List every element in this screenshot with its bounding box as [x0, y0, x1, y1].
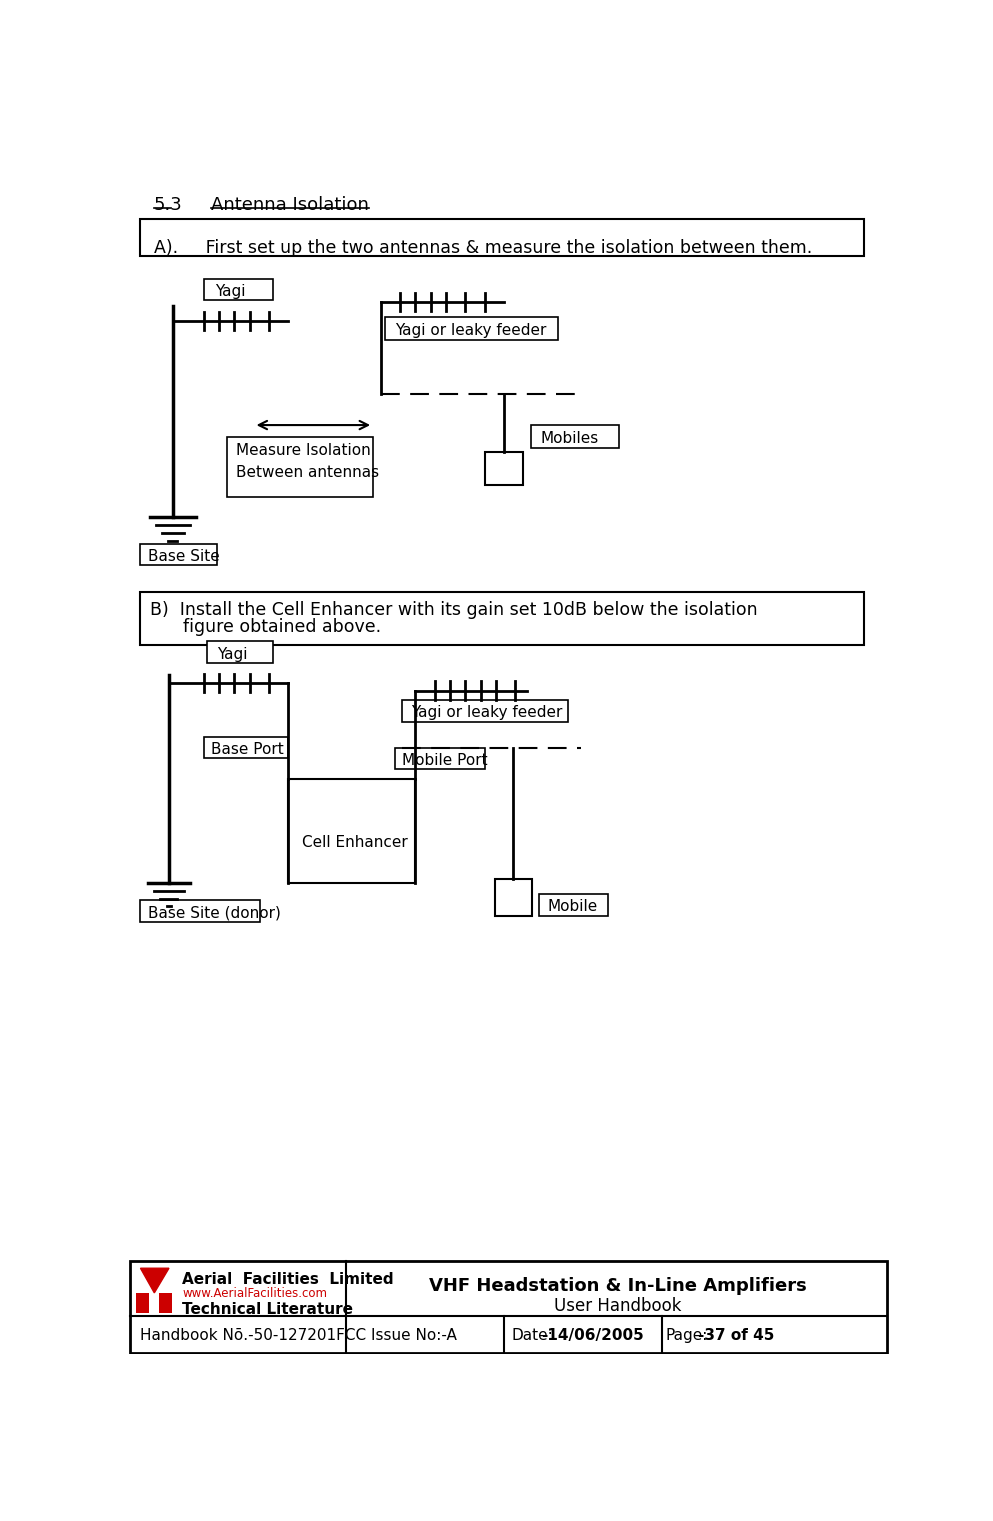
Text: Yagi: Yagi: [217, 646, 248, 662]
FancyBboxPatch shape: [226, 437, 373, 497]
Text: Measure Isolation
Between antennas: Measure Isolation Between antennas: [236, 443, 379, 481]
FancyBboxPatch shape: [531, 424, 620, 449]
Text: Cell Enhancer: Cell Enhancer: [302, 835, 408, 850]
Text: Aerial  Facilities  Limited: Aerial Facilities Limited: [182, 1272, 393, 1287]
FancyBboxPatch shape: [204, 736, 288, 759]
Text: -14/06/2005: -14/06/2005: [541, 1328, 643, 1343]
Text: Mobiles: Mobiles: [541, 432, 599, 446]
Text: -37 of 45: -37 of 45: [698, 1328, 775, 1343]
Text: www.AerialFacilities.com: www.AerialFacilities.com: [182, 1287, 327, 1300]
Text: Handbook Nō.-50-127201FCC: Handbook Nō.-50-127201FCC: [140, 1328, 366, 1343]
FancyBboxPatch shape: [136, 1293, 149, 1313]
FancyBboxPatch shape: [485, 452, 523, 485]
FancyBboxPatch shape: [130, 1261, 888, 1352]
Text: B)  Install the Cell Enhancer with its gain set 10dB below the isolation: B) Install the Cell Enhancer with its ga…: [150, 601, 758, 619]
FancyBboxPatch shape: [208, 642, 273, 663]
Text: A).     First set up the two antennas & measure the isolation between them.: A). First set up the two antennas & meas…: [154, 239, 812, 257]
Text: Date:: Date:: [511, 1328, 553, 1343]
FancyBboxPatch shape: [204, 278, 273, 300]
FancyBboxPatch shape: [384, 318, 558, 341]
Polygon shape: [140, 1269, 169, 1293]
Text: Antenna Isolation: Antenna Isolation: [212, 196, 369, 214]
FancyBboxPatch shape: [140, 900, 260, 922]
FancyBboxPatch shape: [394, 748, 486, 770]
Text: 5.3: 5.3: [154, 196, 183, 214]
Text: Base Site (donor): Base Site (donor): [148, 905, 281, 920]
FancyBboxPatch shape: [288, 779, 415, 884]
Text: Technical Literature: Technical Literature: [182, 1302, 354, 1317]
Text: Base Site: Base Site: [148, 549, 219, 564]
FancyBboxPatch shape: [402, 700, 568, 721]
FancyBboxPatch shape: [159, 1293, 172, 1313]
FancyBboxPatch shape: [140, 592, 864, 645]
Text: VHF Headstation & In-Line Amplifiers: VHF Headstation & In-Line Amplifiers: [429, 1278, 806, 1296]
Text: Yagi or leaky feeder: Yagi or leaky feeder: [394, 324, 546, 339]
Text: Yagi or leaky feeder: Yagi or leaky feeder: [411, 706, 563, 721]
Text: Page:: Page:: [665, 1328, 708, 1343]
Text: Mobile: Mobile: [548, 899, 598, 914]
FancyBboxPatch shape: [140, 543, 217, 566]
Text: User Handbook: User Handbook: [554, 1297, 681, 1314]
Text: figure obtained above.: figure obtained above.: [150, 619, 381, 636]
Text: Mobile Port: Mobile Port: [402, 753, 488, 768]
Text: Base Port: Base Port: [212, 742, 284, 757]
FancyBboxPatch shape: [495, 879, 531, 916]
Text: Issue No:-A: Issue No:-A: [371, 1328, 458, 1343]
FancyBboxPatch shape: [140, 219, 864, 256]
FancyBboxPatch shape: [538, 894, 608, 916]
Text: Yagi: Yagi: [215, 284, 245, 300]
